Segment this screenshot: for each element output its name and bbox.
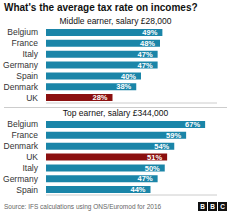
svg-text:44%: 44% — [130, 185, 145, 194]
svg-text:Germany: Germany — [8, 60, 39, 70]
svg-text:47%: 47% — [138, 174, 153, 183]
svg-text:France: France — [12, 38, 39, 48]
svg-text:Spain: Spain — [16, 71, 38, 81]
html-text:Top earner, salary £344,000: Top earner, salary £344,000 — [62, 108, 169, 118]
svg-text:Spain: Spain — [16, 185, 38, 195]
html-text:B: B — [210, 202, 215, 210]
svg-text:Belgium: Belgium — [8, 27, 38, 37]
svg-text:Denmark: Denmark — [8, 82, 39, 92]
html-text:B: B — [200, 202, 205, 210]
svg-text:UK: UK — [26, 152, 38, 162]
svg-text:Italy: Italy — [22, 49, 38, 59]
html-text:What's the average tax rate on: What's the average tax rate on incomes? — [4, 2, 198, 13]
svg-text:UK: UK — [26, 93, 38, 103]
html-text:Middle earner, salary £28,000: Middle earner, salary £28,000 — [59, 16, 172, 26]
html-text:Source: IFS calculations using: Source: IFS calculations using ONS/Eurom… — [4, 202, 162, 210]
svg-text:Denmark: Denmark — [8, 141, 39, 151]
svg-text:Belgium: Belgium — [8, 119, 38, 129]
svg-text:28%: 28% — [92, 93, 107, 102]
svg-text:47%: 47% — [138, 61, 153, 70]
svg-text:France: France — [12, 130, 39, 140]
html-text:C: C — [220, 202, 225, 210]
svg-text:38%: 38% — [116, 82, 131, 91]
svg-text:40%: 40% — [121, 72, 136, 81]
svg-text:54%: 54% — [154, 142, 169, 151]
svg-text:50%: 50% — [145, 164, 160, 173]
svg-text:Italy: Italy — [22, 163, 38, 173]
svg-text:Germany: Germany — [8, 174, 39, 184]
svg-text:48%: 48% — [140, 39, 155, 48]
svg-text:51%: 51% — [147, 153, 162, 162]
svg-text:59%: 59% — [166, 131, 181, 140]
svg-text:67%: 67% — [185, 120, 200, 129]
svg-text:47%: 47% — [138, 50, 153, 59]
svg-text:49%: 49% — [142, 28, 157, 37]
